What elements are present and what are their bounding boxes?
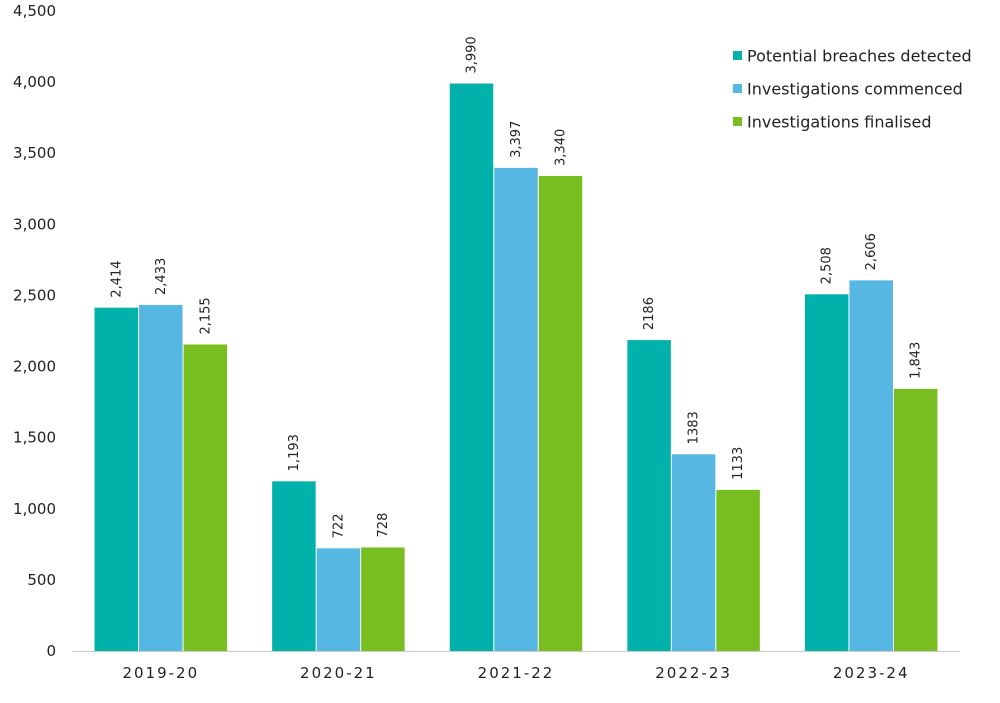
data-label: 1383: [687, 411, 702, 444]
bar: [804, 294, 849, 651]
bar: [361, 547, 405, 651]
y-tick-label: 3,000: [13, 215, 56, 233]
bar: [449, 83, 494, 652]
bar: [183, 344, 228, 651]
bars: [94, 83, 938, 652]
bar: [671, 454, 716, 651]
data-label: 3,397: [509, 121, 524, 158]
y-tick-label: 500: [27, 571, 56, 589]
legend-label: Investigations finalised: [747, 113, 932, 132]
data-label: 722: [331, 513, 346, 538]
data-label: 2,155: [198, 297, 213, 334]
bar: [94, 307, 139, 651]
y-tick-label: 4,000: [13, 73, 56, 91]
y-tick-label: 1,500: [13, 429, 56, 447]
bar: [316, 548, 361, 651]
data-label: 3,990: [465, 36, 480, 73]
x-tick-label: 2020-21: [300, 664, 377, 682]
bar: [272, 481, 316, 651]
legend-label: Potential breaches detected: [747, 47, 972, 66]
bar: [627, 340, 671, 651]
bar: [716, 489, 760, 651]
x-tick-label: 2023-24: [833, 664, 910, 682]
legend-swatch: [733, 117, 742, 126]
bar: [538, 175, 583, 651]
data-label: 1,843: [909, 342, 924, 379]
x-tick-label: 2021-22: [478, 664, 555, 682]
y-tick-label: 4,500: [13, 2, 56, 20]
x-tick-label: 2019-20: [122, 664, 199, 682]
bar: [494, 167, 538, 652]
y-axis: 0 500 1,000 1,500 2,000 2,500 3,000 3,500 4,000 4…: [13, 2, 56, 660]
data-label: 2,433: [154, 258, 169, 295]
legend-swatch: [733, 51, 742, 60]
legend-label: Investigations commenced: [747, 80, 963, 99]
y-tick-label: 0: [46, 642, 56, 660]
data-label: 1,193: [287, 434, 302, 471]
bar: [139, 304, 183, 651]
data-labels: 2,414 2,433 2,155 1,193 722 728 3,990 3,397 3,34…: [109, 36, 923, 538]
bar: [893, 388, 938, 651]
y-tick-label: 3,500: [13, 144, 56, 162]
data-label: 2,508: [820, 247, 835, 284]
data-label: 2,606: [864, 233, 879, 270]
data-label: 1133: [731, 447, 746, 480]
data-label: 2186: [642, 297, 657, 330]
bar: [849, 280, 893, 651]
y-tick-label: 2,000: [13, 358, 56, 376]
legend-swatch: [733, 84, 742, 93]
x-axis: 2019-20 2020-21 2021-22 2022-23 2023-24: [122, 664, 910, 682]
data-label: 3,340: [554, 129, 569, 166]
y-tick-label: 1,000: [13, 500, 56, 518]
y-tick-label: 2,500: [13, 286, 56, 304]
data-label: 728: [376, 513, 391, 538]
data-label: 2,414: [109, 260, 124, 297]
legend: Potential breaches detected Investigation…: [733, 47, 972, 132]
x-tick-label: 2022-23: [655, 664, 732, 682]
